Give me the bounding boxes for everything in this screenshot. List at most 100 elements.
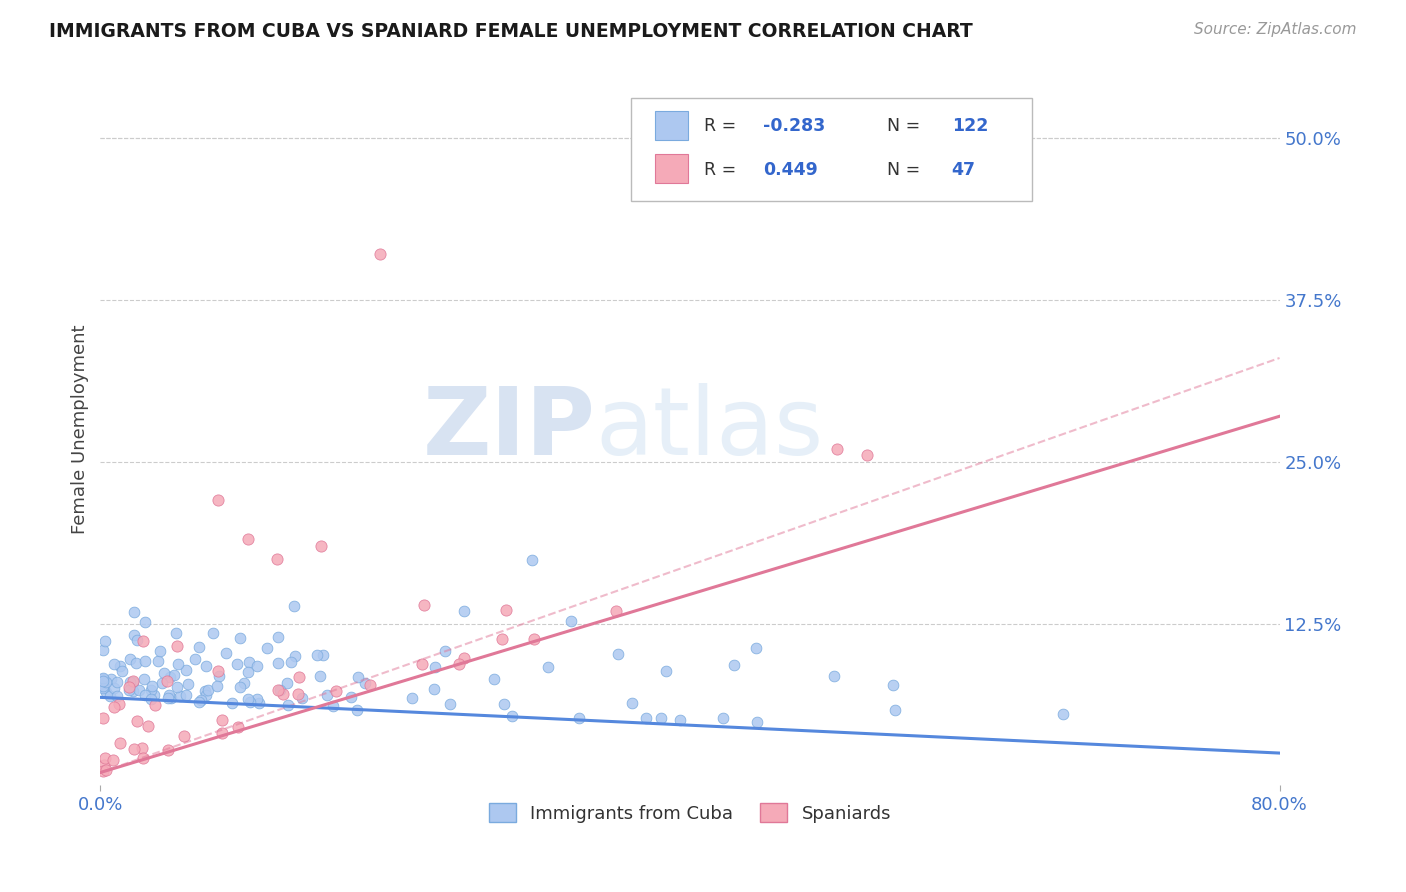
Text: Source: ZipAtlas.com: Source: ZipAtlas.com (1194, 22, 1357, 37)
Point (173, 729, 195, 743)
Point (128, 682, 150, 697)
Point (883, 703, 905, 717)
Point (103, 681, 125, 696)
Point (159, 670, 181, 684)
Point (149, 644, 172, 658)
Point (433, 644, 456, 658)
Point (122, 673, 145, 688)
Point (101, 753, 124, 767)
Point (91, 674, 114, 689)
Point (156, 674, 179, 689)
Point (157, 743, 180, 757)
Point (141, 679, 163, 693)
Point (194, 683, 217, 698)
Point (93, 642, 115, 657)
Point (536, 660, 558, 674)
Point (131, 741, 153, 756)
Point (177, 677, 200, 691)
Point (122, 605, 145, 619)
Point (91, 711, 114, 725)
Point (94, 674, 117, 689)
Point (91, 671, 114, 685)
Point (882, 678, 904, 692)
Point (745, 714, 768, 729)
Point (423, 660, 446, 674)
Point (856, 448, 879, 462)
Point (207, 679, 229, 693)
Point (146, 654, 169, 668)
Point (501, 709, 523, 723)
Point (122, 675, 145, 690)
Point (194, 658, 217, 673)
Point (108, 736, 131, 750)
FancyBboxPatch shape (655, 154, 688, 183)
Text: N =: N = (887, 161, 925, 178)
Point (188, 640, 211, 654)
Point (139, 682, 162, 697)
Point (134, 615, 156, 629)
Point (91, 764, 114, 778)
Point (827, 442, 849, 456)
Point (276, 676, 298, 690)
Point (823, 669, 845, 683)
Point (143, 698, 166, 713)
Point (103, 657, 125, 672)
Point (491, 632, 513, 646)
FancyBboxPatch shape (631, 98, 1032, 202)
Point (605, 604, 627, 618)
Point (118, 674, 141, 689)
Point (127, 633, 149, 648)
Point (288, 670, 311, 684)
Point (283, 599, 305, 613)
Point (150, 675, 173, 690)
Point (122, 683, 145, 698)
Point (439, 698, 461, 712)
Text: -0.283: -0.283 (763, 118, 825, 136)
Point (291, 691, 314, 706)
Point (197, 683, 219, 698)
Point (94, 685, 117, 699)
Point (124, 741, 146, 756)
FancyBboxPatch shape (655, 112, 688, 140)
Point (142, 689, 165, 703)
Point (160, 691, 183, 706)
Point (522, 553, 544, 567)
Point (134, 654, 156, 668)
Point (202, 625, 225, 640)
Point (226, 720, 249, 734)
Point (221, 696, 243, 710)
Point (228, 631, 250, 645)
Point (322, 699, 344, 714)
Point (132, 633, 155, 648)
Point (98, 689, 121, 703)
Point (269, 683, 291, 698)
Point (207, 664, 229, 678)
Point (305, 648, 328, 663)
Point (655, 664, 678, 678)
Point (169, 689, 191, 703)
Text: N =: N = (887, 118, 925, 136)
Point (163, 668, 186, 682)
Point (266, 551, 288, 566)
Point (236, 533, 259, 547)
Point (153, 665, 176, 680)
Point (100, 672, 122, 686)
Text: ZIP: ZIP (423, 384, 596, 475)
Point (157, 688, 180, 702)
Point (354, 676, 377, 690)
Point (325, 684, 347, 698)
Point (134, 689, 156, 703)
Point (359, 678, 381, 692)
Point (411, 657, 433, 671)
Point (239, 695, 262, 709)
Text: 122: 122 (952, 118, 988, 136)
Point (422, 682, 444, 697)
Point (413, 598, 436, 612)
Point (669, 713, 692, 727)
Point (166, 639, 188, 653)
Point (316, 688, 339, 702)
Point (174, 688, 197, 702)
Point (453, 604, 475, 618)
Point (108, 659, 131, 673)
Text: 47: 47 (952, 161, 976, 178)
